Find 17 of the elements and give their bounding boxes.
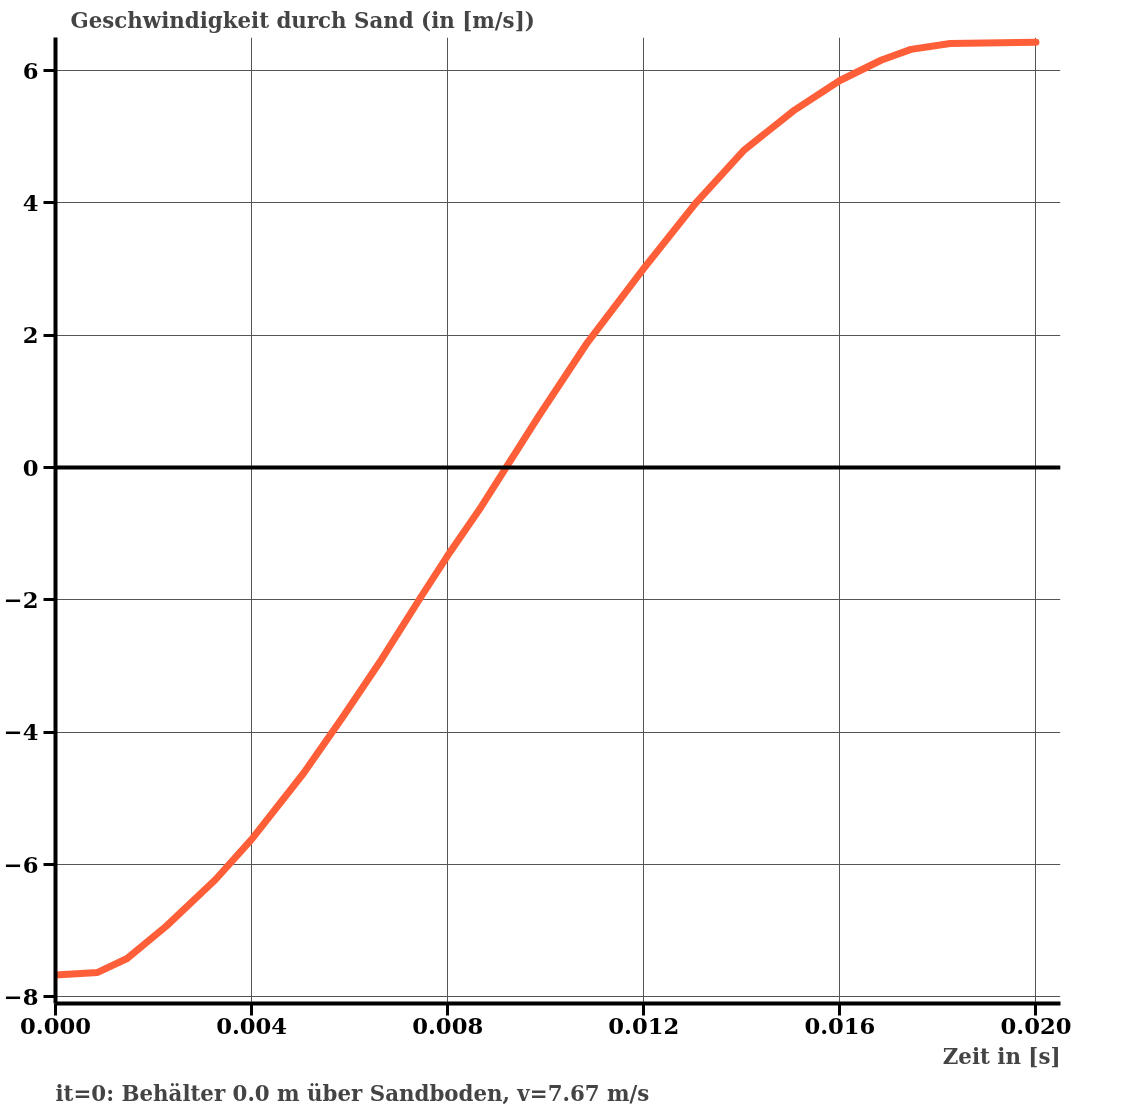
y-tick-label: −4 xyxy=(3,719,39,746)
y-tick-label: 0 xyxy=(22,454,39,481)
x-tick-label: 0.008 xyxy=(412,1012,484,1039)
y-tick-label: 2 xyxy=(22,322,39,349)
y-tick-label: −8 xyxy=(3,983,39,1010)
x-tick-label: 0.020 xyxy=(1000,1012,1072,1039)
x-tick-label: 0.004 xyxy=(216,1012,288,1039)
y-tick-label: 6 xyxy=(22,57,39,84)
x-tick-label: 0.016 xyxy=(804,1012,876,1039)
x-axis-title: Zeit in [s] xyxy=(942,1043,1061,1069)
text: it=0: Behälter 0.0 m über Sandboden, v=7.67 m/s xyxy=(55,1080,650,1106)
chart-title: Geschwindigkeit durch Sand (in [m/s]) xyxy=(70,7,535,33)
y-tick-label: 4 xyxy=(22,189,39,216)
x-tick-label: 0.012 xyxy=(608,1012,680,1039)
y-tick-label: −6 xyxy=(3,851,39,878)
y-tick-label: −2 xyxy=(3,586,39,613)
x-tick-label: 0.000 xyxy=(20,1012,91,1039)
